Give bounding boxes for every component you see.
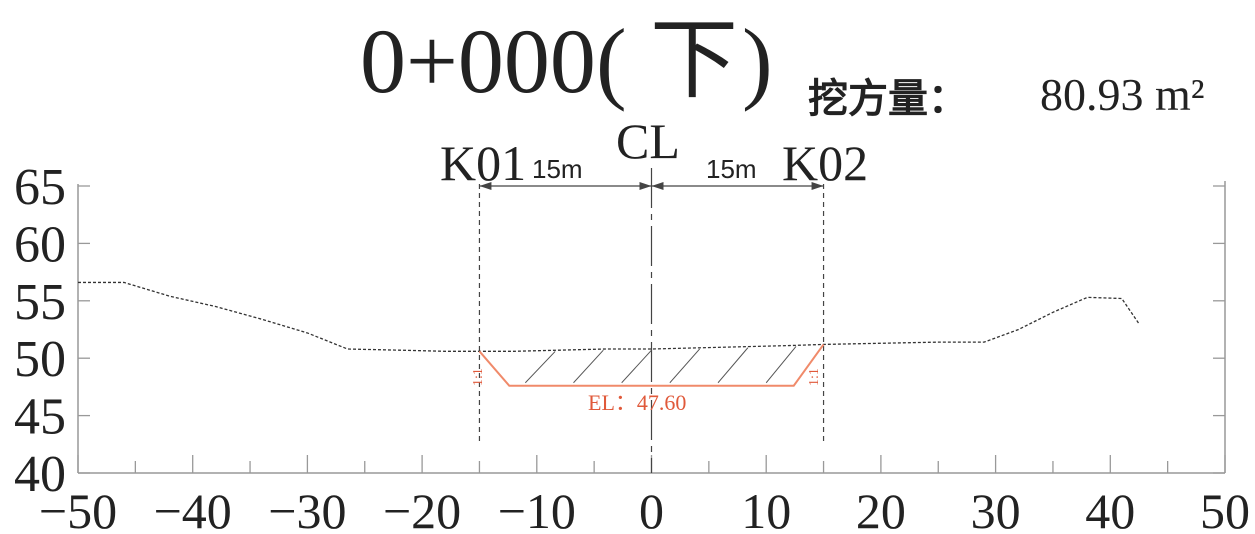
open-paren: ( xyxy=(596,10,627,112)
hatch-stroke xyxy=(524,351,556,384)
x-tick-label: −20 xyxy=(383,483,461,534)
y-tick-label: 40 xyxy=(14,446,66,503)
right-marker-label: K02 xyxy=(782,135,868,191)
close-paren: ) xyxy=(742,10,773,112)
hatch-stroke xyxy=(621,349,652,384)
direction-label: 下 xyxy=(650,8,738,111)
left-slope-label: 1:1 xyxy=(471,368,486,386)
y-tick-label: 60 xyxy=(14,216,66,273)
right-width-label: 15m xyxy=(706,154,757,184)
y-tick-label: 50 xyxy=(14,331,66,388)
left-width-label: 15m xyxy=(532,154,583,184)
design-elevation-label: EL：47.60 xyxy=(588,390,686,415)
y-tick-label: 45 xyxy=(14,389,66,446)
centerline-label: CL xyxy=(616,113,680,169)
left-marker-label: K01 xyxy=(440,135,526,191)
right-slope-label: 1:1 xyxy=(807,368,822,386)
hatch-stroke xyxy=(717,347,749,384)
center-dimension-arrow-left xyxy=(639,182,652,190)
dimension-annotations: K01 K02 CL 15m 15m xyxy=(440,113,868,191)
hatch-stroke xyxy=(765,346,797,384)
x-tick-label: 50 xyxy=(1200,483,1250,534)
x-tick-label: −30 xyxy=(268,483,346,534)
station-number: 0+000 xyxy=(360,10,596,112)
x-tick-label: 20 xyxy=(856,483,906,534)
hatch-stroke xyxy=(669,348,701,384)
x-tick-label: 30 xyxy=(971,483,1021,534)
ground-profile-line xyxy=(78,281,1140,352)
x-tick-label: −50 xyxy=(39,483,117,534)
x-tick-label: 0 xyxy=(639,483,664,534)
title-block: 0+000 ( 下 ) 挖方量： 80.93 m² xyxy=(360,8,1205,122)
x-tick-label: 10 xyxy=(741,483,791,534)
y-tick-label: 55 xyxy=(14,274,66,331)
right-dimension-arrow xyxy=(811,182,824,190)
hatch-stroke xyxy=(573,349,604,384)
volume-label: 挖方量： xyxy=(808,75,968,122)
design-section-line xyxy=(478,343,825,387)
offset-lines xyxy=(478,168,825,473)
x-tick-label: −40 xyxy=(154,483,232,534)
x-tick-label: −10 xyxy=(498,483,576,534)
left-dimension-arrow xyxy=(479,182,492,190)
x-tick-labels: −50 −40 −30 −20 −10 0 10 20 30 40 50 xyxy=(39,483,1250,534)
volume-value: 80.93 m² xyxy=(1040,69,1205,120)
y-tick-label: 65 xyxy=(14,159,66,216)
center-dimension-arrow-right xyxy=(651,182,664,190)
cut-area-hatching xyxy=(524,346,797,384)
x-tick-label: 40 xyxy=(1085,483,1135,534)
